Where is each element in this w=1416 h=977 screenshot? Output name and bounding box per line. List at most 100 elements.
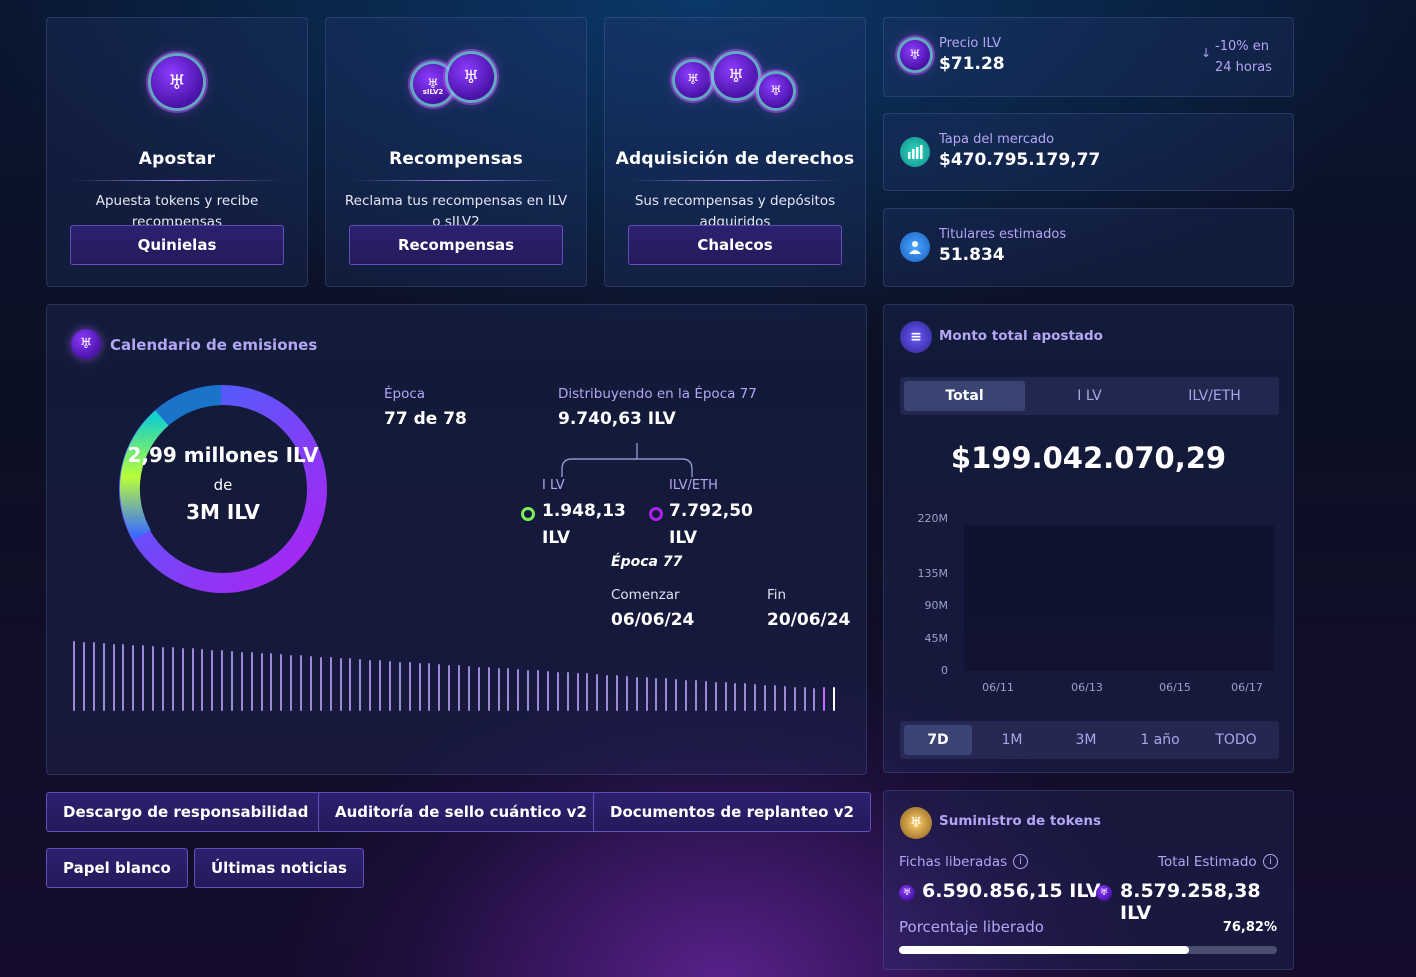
epoch-bar xyxy=(764,684,766,711)
epoch-bar xyxy=(527,669,530,711)
x-tick-label: 06/11 xyxy=(982,681,1014,694)
price-value: $71.28 xyxy=(939,54,1005,74)
epoch-bar xyxy=(92,642,95,711)
released-label: Fichas liberadas xyxy=(899,854,1008,870)
staking-docs-button[interactable]: Documentos de replanteo v2 xyxy=(593,792,871,832)
pools-button[interactable]: Quinielas xyxy=(70,225,284,265)
epoch-bar xyxy=(467,665,470,711)
epoch-bar xyxy=(211,649,214,711)
epoch-bar xyxy=(290,654,293,711)
vesting-coin-art: ♅ ♅ ♅ xyxy=(605,46,865,136)
epoch-bar xyxy=(398,661,401,711)
epoch-bar xyxy=(744,683,747,711)
epoch-bar xyxy=(82,641,85,711)
tab-ilv[interactable]: I LV xyxy=(1077,388,1102,404)
end-date: 20/06/24 xyxy=(767,610,851,630)
ilv-coin-icon: ♅ xyxy=(675,62,711,98)
vesting-card: ♅ ♅ ♅ Adquisición de derechos Sus recomp… xyxy=(604,17,866,287)
epoch-bar xyxy=(586,673,589,711)
staked-line-chart: 220M 135M 90M 45M 0 06/11 06/13 06/15 06/17 xyxy=(918,512,1274,694)
epoch-bar xyxy=(329,657,332,711)
epoch-bar xyxy=(349,658,352,711)
divider xyxy=(350,180,562,181)
emissions-donut xyxy=(119,385,327,593)
info-icon[interactable]: i xyxy=(1263,854,1278,869)
epoch-bar xyxy=(260,652,263,711)
supply-card: ♅ Suministro de tokens Fichas liberadas … xyxy=(883,790,1294,970)
range-7d[interactable]: 7D xyxy=(904,725,972,755)
epoch-bar xyxy=(369,659,372,711)
split-ilv-unit: ILV xyxy=(542,528,570,548)
epoch-bar xyxy=(704,680,707,711)
rewards-button[interactable]: Recompensas xyxy=(349,225,563,265)
epoch-bar xyxy=(448,664,451,711)
rewards-card: sILV2 ♅ ♅ Recompensas Reclama tus recompe… xyxy=(325,17,587,287)
vests-button[interactable]: Chalecos xyxy=(628,225,842,265)
holders-value: 51.834 xyxy=(939,245,1005,265)
epoch-label: Época xyxy=(384,386,426,402)
x-tick-label: 06/17 xyxy=(1231,681,1263,694)
epoch-bar xyxy=(418,662,421,711)
epoch-bar xyxy=(793,686,796,711)
range-1y[interactable]: 1 año xyxy=(1140,732,1180,748)
epoch-bar xyxy=(300,655,303,711)
whitepaper-button[interactable]: Papel blanco xyxy=(46,848,188,888)
vesting-title: Adquisición de derechos xyxy=(615,149,855,169)
released-progress-fill xyxy=(899,946,1190,954)
rewards-coin-art: sILV2 ♅ ♅ xyxy=(326,46,586,136)
epoch-bar xyxy=(250,652,253,711)
audit-button[interactable]: Auditoría de sello cuántico v2 xyxy=(318,792,604,832)
epoch-bar xyxy=(132,644,135,711)
epoch-bar xyxy=(606,674,609,711)
tab-total[interactable]: Total xyxy=(904,381,1025,411)
epoch-bar xyxy=(487,667,490,711)
x-tick-label: 06/15 xyxy=(1159,681,1191,694)
epoch-bar xyxy=(221,650,224,711)
y-tick-label: 0 xyxy=(941,664,948,677)
divider xyxy=(629,180,841,181)
epoch-bar xyxy=(596,674,599,711)
staking-card: ♅ Apostar Apuesta tokens y recibe recomp… xyxy=(46,17,308,287)
stacked-coins-icon: ≡ xyxy=(900,321,932,353)
epoch-bar xyxy=(438,664,441,711)
split-ilveth-value: 7.792,50 xyxy=(669,501,753,521)
epoch-bar xyxy=(112,643,115,711)
donut-total-amount: 3M ILV xyxy=(186,500,260,524)
epoch-bar xyxy=(615,675,618,711)
range-3m[interactable]: 3M xyxy=(1075,732,1097,748)
supply-title: Suministro de tokens xyxy=(939,813,1102,829)
epoch-bar xyxy=(694,680,697,711)
epoch-bar xyxy=(833,687,836,711)
staked-total-value: $199.042.070,29 xyxy=(950,441,1227,475)
emissions-title: Calendario de emisiones xyxy=(110,336,318,354)
x-tick-label: 06/13 xyxy=(1071,681,1103,694)
market-cap-card: Tapa del mercado $470.795.179,77 xyxy=(883,113,1294,191)
epoch-bar xyxy=(556,671,559,711)
epoch-bar xyxy=(823,687,826,711)
range-1m[interactable]: 1M xyxy=(1001,732,1023,748)
epoch-bar xyxy=(714,681,717,711)
epoch-bar xyxy=(181,647,184,711)
epoch-bar xyxy=(635,676,638,711)
ilv-coin-icon: ♅ xyxy=(899,885,915,901)
epoch-bar xyxy=(675,679,678,711)
donut-released-amount: 2,99 millones ILV xyxy=(127,443,319,467)
epoch-bar xyxy=(270,653,273,711)
epoch-bar xyxy=(655,677,658,711)
split-ilveth-unit: ILV xyxy=(669,528,697,548)
epoch-bar xyxy=(230,650,233,711)
epoch-bar xyxy=(191,648,194,711)
range-all[interactable]: TODO xyxy=(1215,732,1257,748)
disclaimer-button[interactable]: Descargo de responsabilidad xyxy=(46,792,326,832)
tab-ilv-eth[interactable]: ILV/ETH xyxy=(1188,388,1241,404)
y-tick-label: 45M xyxy=(925,632,949,645)
distributing-value: 9.740,63 ILV xyxy=(558,409,676,429)
news-button[interactable]: Últimas noticias xyxy=(194,848,364,888)
ilv-coin-icon: ♅ xyxy=(151,56,203,108)
epoch-bar xyxy=(665,678,668,711)
epoch-bar xyxy=(73,641,75,711)
range-tabs: 7D 1M 3M 1 año TODO xyxy=(900,721,1279,759)
info-icon[interactable]: i xyxy=(1013,854,1028,869)
ilveth-legend-dot xyxy=(649,507,663,521)
ilv-coin-icon: ♅ xyxy=(900,40,930,70)
